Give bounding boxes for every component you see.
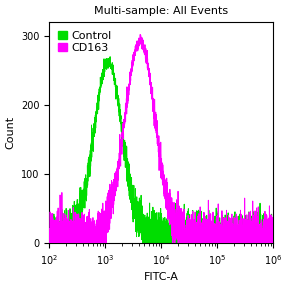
Y-axis label: Count: Count	[5, 116, 16, 149]
X-axis label: FITC-A: FITC-A	[144, 272, 179, 283]
Title: Multi-sample: All Events: Multi-sample: All Events	[94, 5, 228, 16]
Legend: Control, CD163: Control, CD163	[55, 27, 115, 56]
